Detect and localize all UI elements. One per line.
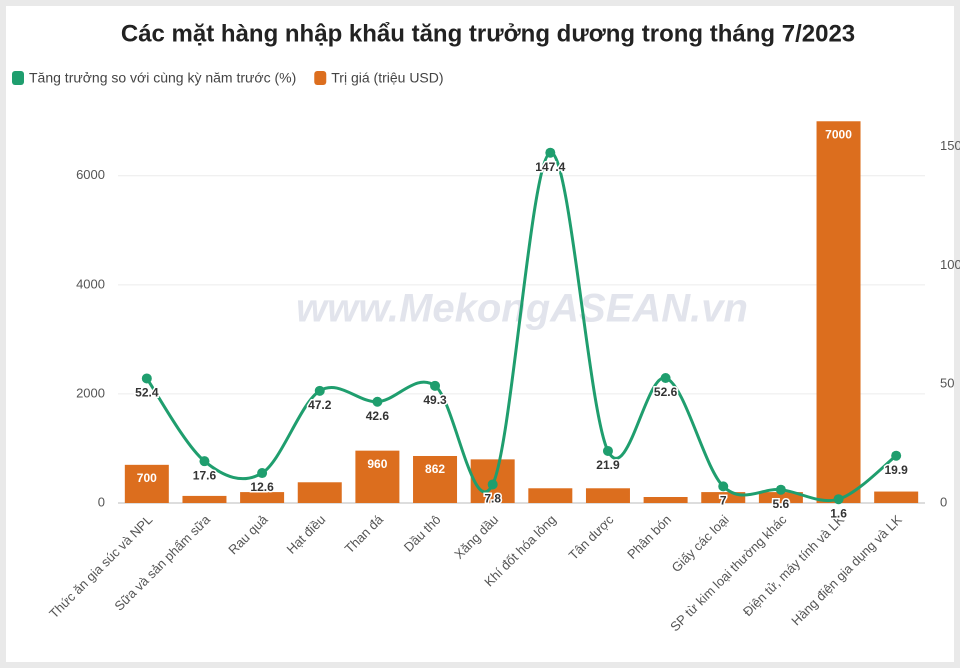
line-point — [487, 479, 498, 490]
line — [145, 151, 898, 503]
y2-tick-label: 150 — [940, 138, 960, 153]
bar — [182, 495, 227, 503]
line-point — [545, 147, 556, 158]
bar-label: 7000 — [825, 127, 852, 141]
line-point — [891, 450, 902, 461]
bar — [528, 488, 573, 503]
point-label: 49.3 — [423, 393, 447, 407]
bar — [758, 492, 803, 503]
point-label: 21.9 — [596, 458, 620, 472]
point-label: 52.6 — [654, 385, 678, 399]
line-point — [775, 484, 786, 495]
bar — [355, 450, 400, 503]
point-label: 12.6 — [250, 480, 274, 494]
legend-label: Tăng trưởng so với cùng kỳ năm trước (%) — [29, 70, 296, 86]
point-label: 7.8 — [484, 492, 501, 506]
point-label: 7 — [720, 494, 727, 508]
chart-title: Các mặt hàng nhập khẩu tăng trưởng dương… — [121, 20, 855, 47]
point-label: 47.2 — [308, 398, 332, 412]
line-point — [660, 372, 671, 383]
line-point — [257, 468, 268, 479]
y-tick-label: 4000 — [76, 276, 105, 291]
legend-label: Trị giá (triệu USD) — [331, 70, 443, 86]
y2-tick-label: 100 — [940, 257, 960, 272]
point-label: 5.6 — [773, 497, 790, 511]
bar-label: 700 — [137, 471, 157, 485]
point-label: 42.6 — [366, 409, 390, 423]
point-label: 52.4 — [135, 386, 159, 400]
bar — [240, 492, 285, 503]
line-point — [833, 494, 844, 505]
line-point — [199, 456, 210, 467]
point-label: 19.9 — [884, 463, 908, 477]
legend-swatch — [12, 71, 24, 85]
bar — [643, 497, 688, 503]
line-point — [314, 385, 325, 396]
line-point — [602, 445, 613, 456]
line-point — [430, 380, 441, 391]
y-tick-label: 6000 — [76, 167, 105, 182]
point-label: 1.6 — [830, 506, 847, 520]
point-label: 147.4 — [535, 160, 565, 174]
bar — [413, 455, 458, 503]
y-tick-label: 0 — [98, 494, 105, 509]
line-point — [372, 396, 383, 407]
y2-tick-label: 0 — [940, 494, 947, 509]
bar — [124, 464, 169, 503]
bar — [297, 482, 342, 503]
bar — [816, 121, 861, 503]
bar — [585, 488, 630, 503]
y2-tick-label: 50 — [940, 376, 954, 391]
line-point — [718, 481, 729, 492]
y-tick-label: 2000 — [76, 385, 105, 400]
panel — [6, 6, 954, 662]
bar — [874, 491, 919, 503]
point-label: 17.6 — [193, 468, 217, 482]
line-point — [141, 373, 152, 384]
bar — [701, 492, 746, 503]
bar-label: 960 — [367, 457, 387, 471]
legend-swatch — [314, 71, 327, 85]
bar-label: 862 — [425, 462, 445, 476]
